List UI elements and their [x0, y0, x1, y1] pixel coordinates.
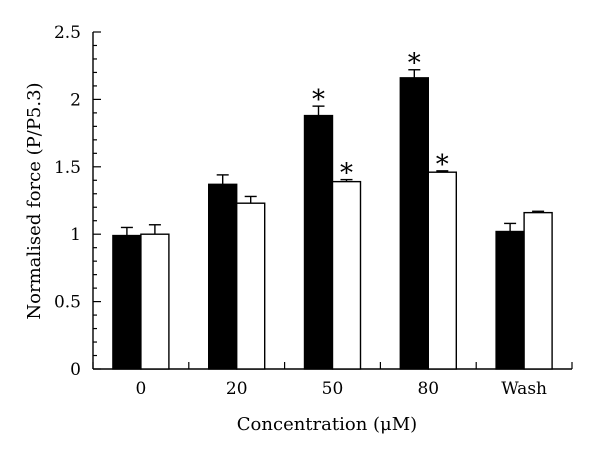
y-tick-label: 2.5 — [54, 23, 81, 43]
y-axis: 0 0.5 1 1.5 2 2.5 — [54, 23, 101, 380]
significance-star: * — [340, 159, 353, 189]
bar-series-1-Wash — [495, 230, 525, 370]
y-tick-label: 2 — [70, 90, 81, 110]
bar-series-1-50 — [303, 114, 334, 370]
y-tick-label: 0 — [70, 360, 81, 380]
significance-markers: * * * * — [312, 49, 449, 189]
bar-series-1-20 — [207, 183, 238, 370]
bar-series-2-20 — [235, 202, 266, 370]
bar-series-2-Wash — [523, 211, 553, 370]
bar-series-1-80 — [399, 77, 429, 370]
x-tick-label: Wash — [501, 379, 547, 399]
y-axis-label: Normalised force (P/P5.3) — [24, 82, 45, 319]
bar-series-2-50 — [331, 180, 362, 370]
x-tick-label: 80 — [417, 379, 439, 399]
bars — [112, 77, 553, 370]
y-tick-label: 1 — [70, 225, 81, 245]
y-tick-label: 0.5 — [54, 293, 81, 313]
significance-star: * — [408, 49, 421, 79]
error-bars — [120, 69, 545, 236]
bar-series-2-80 — [427, 171, 457, 370]
significance-star: * — [312, 85, 325, 115]
x-axis-label: Concentration (μM) — [237, 414, 417, 435]
x-tick-label: 50 — [322, 379, 344, 399]
y-tick-label: 1.5 — [54, 158, 81, 178]
significance-star: * — [436, 150, 449, 180]
x-tick-label: 0 — [135, 379, 146, 399]
bar-series-2-0 — [140, 233, 170, 370]
bar-series-1-0 — [112, 234, 142, 370]
x-tick-label: 20 — [226, 379, 248, 399]
